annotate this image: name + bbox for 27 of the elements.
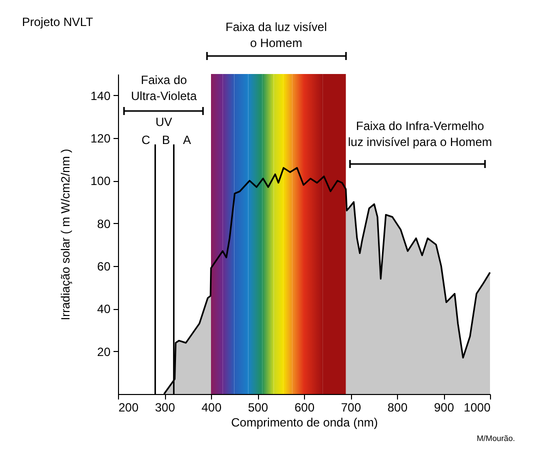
x-tick-label: 200 [118, 400, 139, 414]
x-axis-title: Comprimento de onda (nm) [231, 416, 378, 430]
text: Faixa da luz visível o Homem [226, 19, 327, 51]
y-tick-label: 80 [97, 216, 111, 231]
annotation: Faixa do Ultra-Violeta [131, 72, 197, 104]
y-tick-label: 60 [97, 260, 111, 274]
x-tick-label: 800 [387, 400, 408, 414]
x-tick-label: 500 [248, 400, 268, 414]
x-tick-label: 300 [154, 400, 176, 414]
x-tick-label: 600 [294, 400, 315, 414]
annotation: C [142, 132, 150, 148]
y-tick-label: 120 [90, 132, 111, 146]
y-tick-label: 20 [97, 344, 111, 359]
x-tick-label: 900 [434, 400, 454, 414]
x-tick-label: 400 [201, 400, 222, 414]
text: M/Mourão. [476, 434, 515, 444]
annotation: UV [156, 114, 172, 130]
x-tick-label: 1000 [464, 400, 491, 414]
x-tick-label: 700 [340, 400, 362, 414]
y-tick-label: 140 [90, 88, 111, 103]
y-tick-label: 40 [97, 302, 111, 316]
chart-title: Projeto NVLT [22, 15, 94, 29]
y-axis-title: Irradiação solar ( m W/cm2/nm ) [58, 148, 72, 320]
annotation: Faixa do Infra-Vermelho luz invisível para o Homem [348, 118, 492, 150]
y-tick-label: 100 [90, 174, 111, 188]
annotation: B [162, 132, 170, 148]
annotation: A [183, 132, 192, 148]
